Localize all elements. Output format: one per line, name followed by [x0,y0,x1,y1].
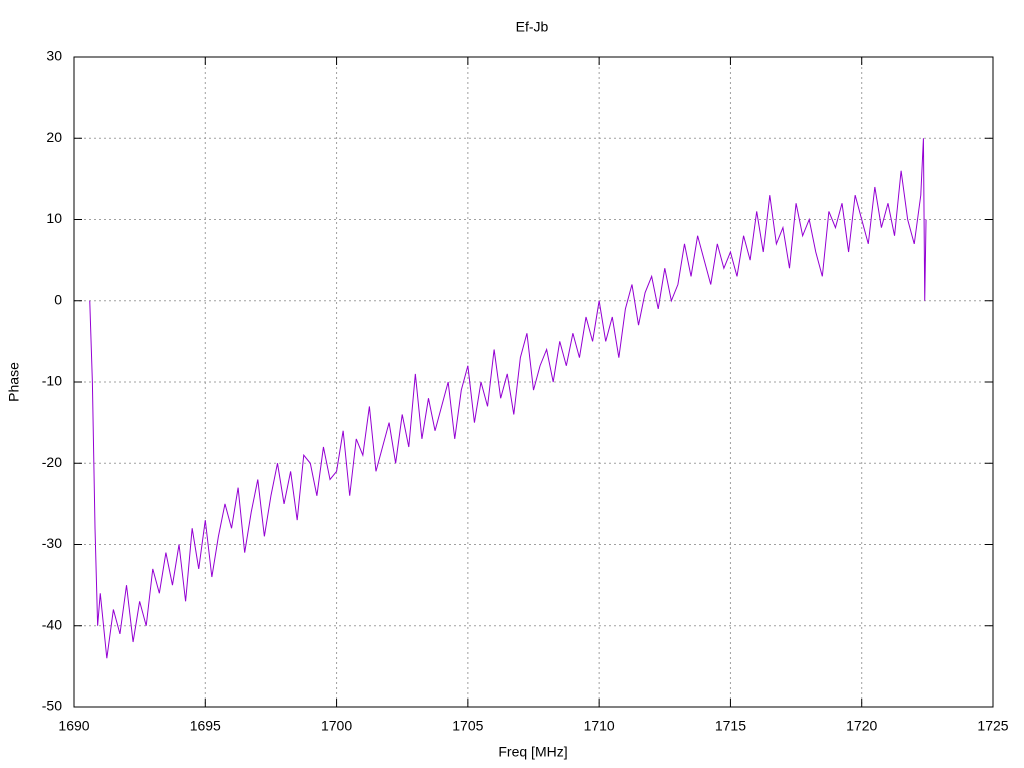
chart-title: Ef-Jb [516,19,549,35]
y-tick-label: -10 [42,373,62,389]
y-tick-label: -20 [42,454,62,470]
plot-frame [73,56,994,708]
x-tick-label: 1710 [584,718,615,734]
y-tick-label: 10 [46,210,62,226]
x-tick-label: 1715 [715,718,746,734]
y-tick-label: 20 [46,129,62,145]
x-tick-label: 1720 [846,718,877,734]
y-axis-label: Phase [6,362,22,402]
y-tick-label: -30 [42,535,62,551]
x-axis-label: Freq [MHz] [498,744,567,760]
x-tick-label: 1690 [58,718,89,734]
x-tick-label: 1705 [452,718,483,734]
y-tick-label: -40 [42,616,62,632]
y-tick-label: -50 [42,698,62,714]
x-tick-label: 1695 [190,718,221,734]
x-tick-label: 1725 [977,718,1008,734]
data-line [89,138,927,659]
y-tick-label: 30 [46,48,62,64]
x-tick-label: 1700 [321,718,352,734]
y-tick-label: 0 [54,291,62,307]
